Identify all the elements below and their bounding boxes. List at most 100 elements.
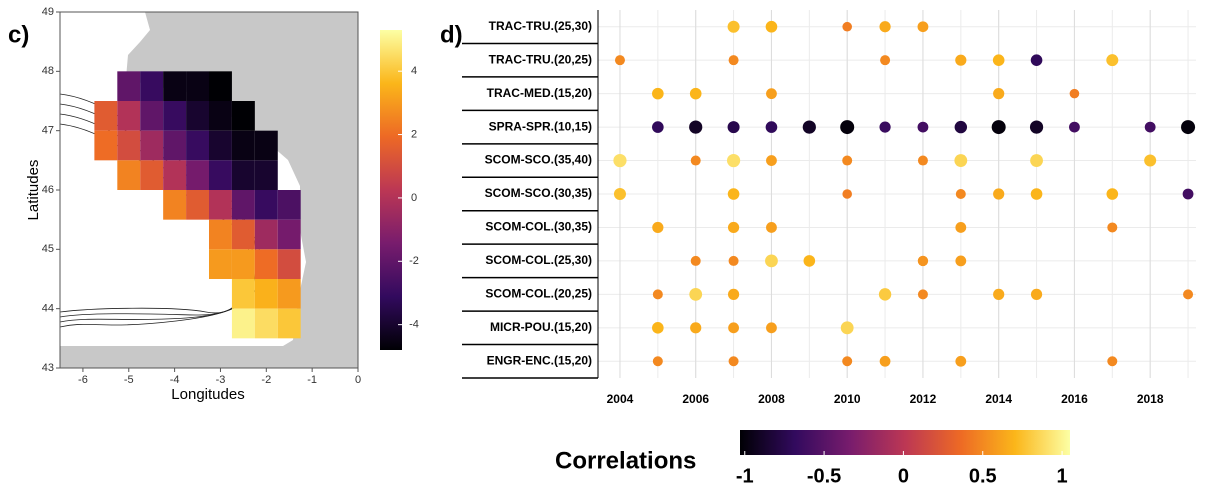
colorbar-tick-label: -4 xyxy=(409,319,419,331)
heat-cell xyxy=(254,219,278,250)
dot xyxy=(1107,222,1118,233)
dot xyxy=(991,120,1006,135)
dot xyxy=(992,54,1005,66)
heat-cell xyxy=(163,101,187,131)
heat-cell xyxy=(277,279,301,309)
colorbar-tick-label: 1 xyxy=(1057,465,1068,487)
map-panel: -6 -5 -4 -3 -2 -1 0 43 44 45 46 47 48 49 -4 -2 0 2 4 xyxy=(42,6,419,386)
x-tick-label: -3 xyxy=(216,374,226,386)
dot xyxy=(954,154,968,167)
heat-cell xyxy=(277,249,301,279)
heat-cell xyxy=(231,219,255,250)
dot xyxy=(727,221,740,234)
y-tick-label: 47 xyxy=(42,125,54,137)
dot xyxy=(879,21,891,33)
x-tick-label: 2008 xyxy=(758,392,785,406)
heat-cell xyxy=(254,160,278,190)
dot xyxy=(842,356,853,367)
dot xyxy=(842,21,852,32)
heat-cell xyxy=(117,160,141,190)
heat-cell xyxy=(140,130,164,161)
colorbar xyxy=(380,30,402,350)
dot xyxy=(1106,54,1119,67)
heat-cell xyxy=(186,130,209,161)
heat-cell xyxy=(163,71,187,101)
dot xyxy=(879,355,891,367)
y-tick-label: SCOM-SCO.(35,40) xyxy=(485,153,592,167)
dot xyxy=(803,255,816,267)
heat-cell xyxy=(231,101,255,131)
dot xyxy=(765,254,778,268)
dot xyxy=(1069,88,1080,99)
dot xyxy=(993,188,1005,200)
dot xyxy=(766,88,777,100)
x-tick-label: 2004 xyxy=(607,392,634,406)
x-tick-label: -6 xyxy=(78,374,88,386)
heat-cell xyxy=(209,160,232,190)
dot xyxy=(1106,188,1119,200)
dot xyxy=(766,222,777,233)
dot xyxy=(917,21,929,33)
y-axis-title: Latitudes xyxy=(25,160,42,221)
heat-cell xyxy=(254,279,278,309)
panel-label: c) xyxy=(8,21,29,48)
x-tick-label: 2014 xyxy=(985,392,1012,406)
dot xyxy=(1029,120,1044,134)
dot xyxy=(880,55,891,66)
y-tick-label: SCOM-SCO.(30,35) xyxy=(485,186,592,200)
dot xyxy=(689,287,703,301)
dot xyxy=(652,322,664,334)
heat-cell xyxy=(186,160,209,190)
dot xyxy=(614,55,625,66)
dot xyxy=(1030,288,1043,300)
x-tick-label: -2 xyxy=(261,374,271,386)
dot xyxy=(955,222,967,233)
dot xyxy=(879,121,891,133)
y-tick-label: SPRA-SPR.(10,15) xyxy=(489,119,592,133)
dot xyxy=(1107,356,1118,367)
heat-cell xyxy=(209,71,232,101)
heat-cell xyxy=(231,160,255,190)
y-tick-label: TRAC-TRU.(20,25) xyxy=(489,52,592,66)
heat-cell xyxy=(254,249,278,279)
heat-cell xyxy=(163,130,187,161)
heat-cell xyxy=(140,160,164,190)
heat-cell xyxy=(231,130,255,161)
y-tick-label: 46 xyxy=(42,184,54,196)
dot xyxy=(955,255,967,267)
heat-cell xyxy=(231,308,255,339)
dot xyxy=(840,321,854,335)
x-tick-label: -4 xyxy=(170,374,180,386)
y-tick-label: TRAC-MED.(15,20) xyxy=(487,86,592,100)
dot xyxy=(727,288,740,300)
dot xyxy=(954,120,968,134)
dot xyxy=(613,153,627,168)
colorbar-tick-label: 4 xyxy=(411,65,417,77)
heat-cell xyxy=(231,279,255,309)
x-tick-label: 2016 xyxy=(1061,392,1088,406)
dot xyxy=(1030,154,1043,167)
y-tick-label: 45 xyxy=(42,243,54,255)
dot xyxy=(728,255,739,266)
x-tick-label: -1 xyxy=(307,374,317,386)
dot xyxy=(1183,289,1194,300)
x-axis-title: Longitudes xyxy=(171,386,244,403)
dot xyxy=(842,189,852,199)
dot xyxy=(766,322,777,334)
colorbar-tick-label: -2 xyxy=(409,255,419,267)
heat-cell xyxy=(94,130,118,161)
heat-cell xyxy=(117,71,141,101)
y-tick-label: ENGR-ENC.(15,20) xyxy=(487,353,592,367)
dot xyxy=(727,20,740,33)
colorbar xyxy=(740,430,1070,455)
dot xyxy=(652,356,663,367)
x-tick-label: 2010 xyxy=(834,392,861,406)
dot xyxy=(878,288,892,301)
dot xyxy=(652,121,664,133)
colorbar-title: Correlations xyxy=(555,447,696,474)
dot xyxy=(728,356,739,367)
dot xyxy=(1182,188,1194,200)
heat-cell xyxy=(117,130,141,161)
heat-cell xyxy=(254,190,278,220)
y-tick-label: 43 xyxy=(42,362,54,374)
